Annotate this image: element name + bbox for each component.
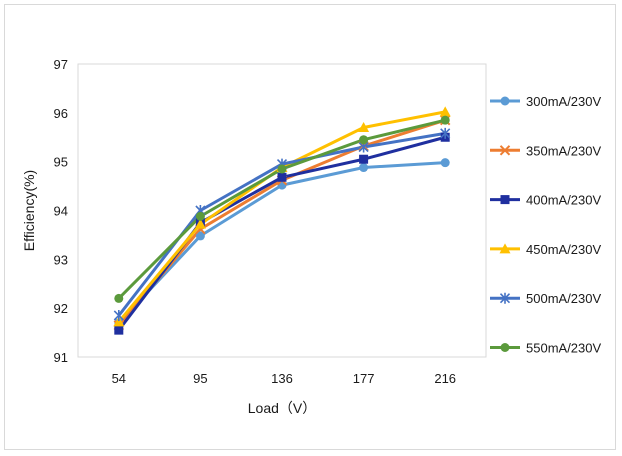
data-point-marker <box>500 343 510 352</box>
data-point-marker <box>195 231 205 241</box>
y-axis-title: Efficiency(%) <box>21 170 37 251</box>
legend-item: 350mA/230V <box>490 143 601 158</box>
legend-item: 300mA/230V <box>490 94 601 109</box>
data-point-marker <box>113 309 124 321</box>
data-point-marker <box>499 243 511 254</box>
data-point-marker <box>277 164 287 174</box>
legend-label: 450mA/230V <box>526 242 601 257</box>
data-point-marker <box>440 127 451 139</box>
legend-label: 550mA/230V <box>526 341 601 356</box>
data-point-marker <box>359 154 369 164</box>
legend-label: 350mA/230V <box>526 143 601 158</box>
legend-item: 500mA/230V <box>490 291 601 306</box>
data-point-marker <box>114 325 124 335</box>
data-point-marker <box>194 218 206 229</box>
legend-label: 300mA/230V <box>526 94 601 109</box>
y-tick-label: 94 <box>54 204 68 219</box>
series-markers <box>113 106 451 335</box>
data-point-marker <box>440 115 450 125</box>
series-lines <box>117 110 446 332</box>
legend-item: 400mA/230V <box>490 193 601 208</box>
data-point-marker <box>439 106 451 117</box>
legend-label: 500mA/230V <box>526 291 601 306</box>
x-tick-label: 136 <box>271 371 293 386</box>
y-tick-label: 97 <box>54 57 68 72</box>
legend-item: 450mA/230V <box>490 242 601 257</box>
x-tick-label: 216 <box>434 371 456 386</box>
x-axis-title: Load（V） <box>248 400 316 416</box>
data-point-marker <box>359 163 369 173</box>
tick-labels: 91 92 93 94 95 96 97 54 95 136 177 216 <box>54 57 457 386</box>
data-point-marker <box>277 172 287 182</box>
data-point-marker <box>359 135 369 145</box>
data-point-marker <box>500 96 510 106</box>
y-tick-label: 93 <box>54 252 68 267</box>
y-tick-label: 91 <box>54 350 68 365</box>
data-point-marker <box>499 145 511 156</box>
data-point-marker <box>195 211 205 221</box>
chart-frame <box>4 4 616 450</box>
y-tick-label: 92 <box>54 301 68 316</box>
data-point-marker <box>113 316 125 327</box>
data-point-marker <box>500 195 510 205</box>
x-tick-label: 95 <box>193 371 207 386</box>
x-tick-label: 177 <box>353 371 375 386</box>
series-line <box>117 110 446 323</box>
y-tick-label: 96 <box>54 106 68 121</box>
data-point-marker <box>114 293 124 303</box>
legend: 300mA/230V 350mA/230V 400mA/230V 450mA/230V… <box>490 94 601 356</box>
legend-label: 400mA/230V <box>526 193 601 208</box>
data-point-marker <box>277 180 287 190</box>
data-point-marker <box>358 121 370 132</box>
x-tick-label: 54 <box>112 371 126 386</box>
plot-area-border <box>77 63 487 358</box>
data-point-marker <box>440 158 450 168</box>
legend-item: 550mA/230V <box>490 341 601 356</box>
data-point-marker <box>499 292 511 304</box>
y-tick-label: 95 <box>54 155 68 170</box>
plot-axes <box>77 63 487 358</box>
